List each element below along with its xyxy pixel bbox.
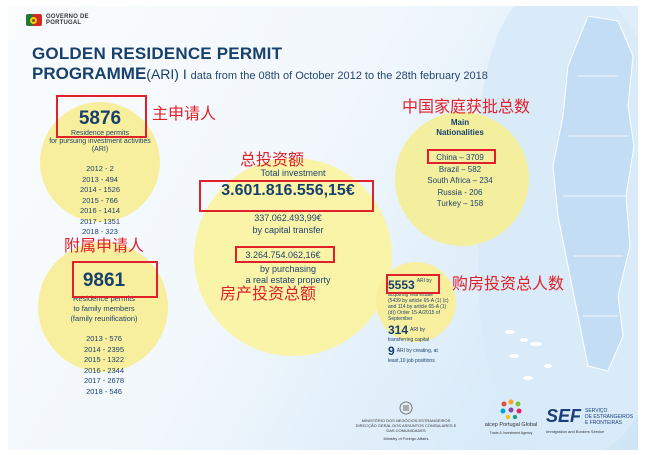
highlight-china xyxy=(427,149,496,164)
highlight-total-investment xyxy=(199,180,374,212)
list-item: 2013 - 494 xyxy=(82,174,118,184)
criteria-block: 5553 ARI by acquiring real estate (5439 … xyxy=(388,278,468,364)
list-item: 2018 - 323 xyxy=(82,227,118,236)
list-item: Brazil – 582 xyxy=(438,164,482,174)
sef-wordmark: SEF xyxy=(546,406,582,426)
logo-text: GOVERNO DE PORTUGAL xyxy=(46,14,89,26)
capital-transfer-label: by capital transfer xyxy=(252,225,324,235)
nationalities-circle xyxy=(395,112,529,246)
list-item: 2017 - 2678 xyxy=(83,376,125,385)
list-item: Turkey – 158 xyxy=(436,199,484,208)
subtitle: data from the 08th of October 2012 to th… xyxy=(190,70,488,82)
list-item: 2017 - 1351 xyxy=(79,216,121,226)
coat-of-arms-icon xyxy=(399,401,413,415)
annotation-dependents: 附属申请人 xyxy=(64,236,145,255)
family-members-label: Residence permits to family members (fam… xyxy=(70,294,138,323)
highlight-property-buyers xyxy=(386,274,440,294)
list-item: 2015 - 766 xyxy=(82,195,118,205)
list-item: China – 3709 xyxy=(436,153,484,162)
list-item: 2013 - 576 xyxy=(86,334,122,343)
family-members-years: 2013 - 576 2014 - 2395 2015 - 1322 2016 … xyxy=(54,334,154,397)
list-item: 2014 - 1526 xyxy=(79,185,121,194)
annotation-property-total: 房产投资总额 xyxy=(220,284,317,303)
investment-label: Total investment xyxy=(260,168,326,178)
list-item: South Africa – 234 xyxy=(427,176,493,185)
aicep-dots-icon xyxy=(500,399,522,420)
acquire-text: acquiring real estate (5439 by article 6… xyxy=(388,292,449,322)
residence-permits-circle xyxy=(40,102,160,222)
portugal-flag-icon xyxy=(26,12,42,28)
nationalities-list: China – 3709 Brazil – 582 South Africa –… xyxy=(410,152,510,210)
investment-total: 3.601.816.556,15€ xyxy=(221,182,355,199)
residence-permits-label: Residence permits for pursuing investmen… xyxy=(49,130,151,153)
list-item: 2018 - 546 xyxy=(86,386,122,396)
annotation-property-buyers: 购房投资总人数 xyxy=(452,274,565,293)
acquire-value: 5553 xyxy=(388,278,415,292)
government-logo: GOVERNO DE PORTUGAL xyxy=(26,12,89,28)
aicep-logo: aicep Portugal Global Trade & Investment… xyxy=(478,398,544,436)
residence-permits-total: 5876 xyxy=(78,108,122,129)
property-label-2: a real estate property xyxy=(245,275,331,285)
portugal-map-icon xyxy=(552,16,635,372)
capital-transfer-value: 337.062.493,99€ xyxy=(254,213,322,223)
annotation-main-applicants: 主申请人 xyxy=(152,104,217,123)
jobs-value: 9 xyxy=(388,344,395,358)
page-title-line2: PROGRAMME(ARI) I data from the 08th of O… xyxy=(32,64,488,83)
jobs-text: least,10 job positions xyxy=(388,358,435,364)
family-members-total: 9861 xyxy=(82,270,126,291)
residence-permits-years: 2012 - 2 2013 - 494 2014 - 1526 2015 - 7… xyxy=(50,164,150,238)
investment-circle xyxy=(194,158,392,356)
property-label: by purchasing xyxy=(259,264,317,274)
highlight-family xyxy=(72,261,158,298)
list-item: 2014 - 2395 xyxy=(83,344,125,354)
list-item: 2015 - 1322 xyxy=(83,355,125,364)
list-item: 2016 - 1414 xyxy=(79,206,121,215)
capital-text: transferring capital xyxy=(388,337,430,343)
infographic-slide xyxy=(8,6,638,450)
property-value: 3.264.754.062,16€ xyxy=(245,250,321,260)
highlight-main-applicants xyxy=(56,95,147,138)
family-members-circle xyxy=(38,242,168,372)
list-item: 2016 - 2344 xyxy=(83,365,125,375)
sef-logo: SEF SERVIÇO DE ESTRANGEIROS E FRONTEIRAS… xyxy=(546,406,634,434)
mne-logo: MINISTÉRIO DOS NEGÓCIOS ESTRANGEIROS DIR… xyxy=(346,400,466,441)
list-item: 2012 - 2 xyxy=(86,164,114,173)
page-title: GOLDEN RESIDENCE PERMIT xyxy=(32,44,283,63)
list-item: Russia - 206 xyxy=(437,187,483,197)
islands-map-icon xyxy=(505,330,552,380)
annotation-total-investment: 总投资额 xyxy=(240,150,305,169)
annotation-family-approved: 中国家庭获批总数 xyxy=(402,97,531,116)
nationalities-title: Main Nationalities xyxy=(436,118,484,137)
highlight-property-value xyxy=(235,246,335,263)
capital-value: 314 xyxy=(388,323,409,337)
